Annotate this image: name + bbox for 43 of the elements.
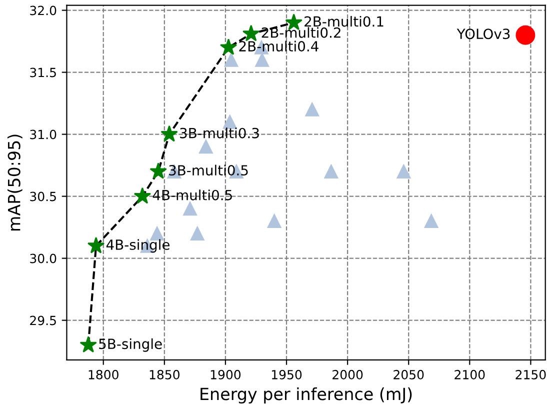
point <box>267 214 282 228</box>
x-axis-title: Energy per inference (mJ) <box>200 387 412 404</box>
x-tick-label: 1850 <box>150 370 180 380</box>
y-tick-label: 32.0 <box>30 6 56 16</box>
point <box>160 125 178 142</box>
point <box>80 336 97 353</box>
point <box>396 164 411 178</box>
x-tick-label: 2100 <box>454 370 485 380</box>
annotation: YOLOv3 <box>456 28 510 40</box>
annotation: 3B-multi0.5 <box>169 164 248 176</box>
point <box>190 226 204 240</box>
annotation: 2B-multi0.1 <box>304 16 384 27</box>
annotation: 5B-single <box>99 338 162 352</box>
point <box>87 236 105 254</box>
x-tick-label: 2150 <box>516 370 546 380</box>
annotation: 3B-multi0.3 <box>180 128 259 138</box>
point <box>516 25 536 45</box>
point <box>255 52 270 67</box>
y-tick-label: 31.5 <box>30 68 56 78</box>
point <box>305 102 320 116</box>
x-tick-label: 2000 <box>332 370 363 380</box>
point <box>424 214 438 228</box>
y-tick-label: 30.0 <box>30 254 56 264</box>
point <box>220 38 238 55</box>
y-tick-label: 30.5 <box>30 192 56 202</box>
annotation: 2B-multi0.2 <box>262 27 340 38</box>
annotation: 4B-multi0.5 <box>152 190 232 200</box>
point <box>224 52 238 67</box>
point <box>134 187 152 204</box>
annotation: 2B-multi0.4 <box>239 40 318 52</box>
x-tick-label: 1900 <box>210 370 241 380</box>
x-tick-label: 2050 <box>394 370 424 380</box>
y-axis-title: mAP(50:95) <box>8 134 22 231</box>
x-tick-label: 1950 <box>272 370 302 380</box>
x-tick-label: 1800 <box>88 370 118 380</box>
point <box>183 202 197 216</box>
point <box>242 24 260 42</box>
point <box>324 164 338 178</box>
annotation: 4B-single <box>106 239 170 253</box>
y-tick-label: 31.0 <box>30 130 56 140</box>
point <box>150 162 167 179</box>
point <box>198 140 213 154</box>
y-tick-label: 29.5 <box>30 316 56 326</box>
